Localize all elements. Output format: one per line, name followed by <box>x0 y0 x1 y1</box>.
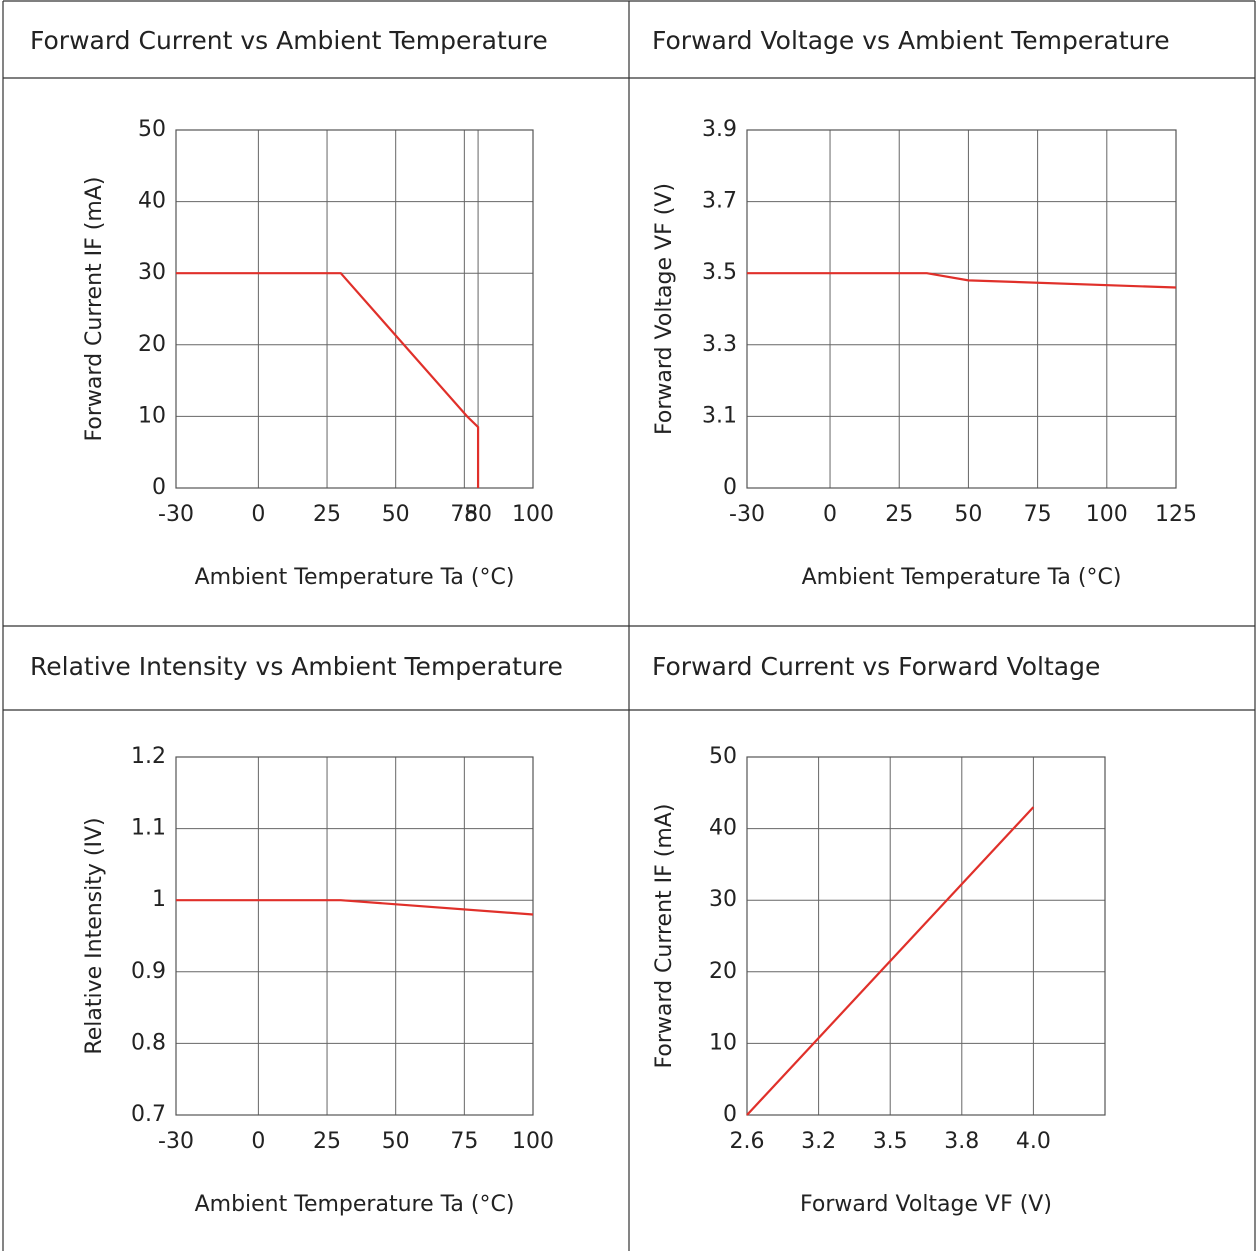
x-tick-label: 3.2 <box>801 1129 836 1154</box>
x-tick-label: 2.6 <box>730 1129 765 1154</box>
y-tick-label: 3.7 <box>702 189 737 214</box>
x-tick-label: -30 <box>158 1129 194 1154</box>
x-tick-label: 125 <box>1155 502 1197 527</box>
y-tick-label: 0 <box>723 1102 737 1127</box>
x-tick-label: 50 <box>382 1129 410 1154</box>
y-tick-label: 0.8 <box>131 1030 166 1055</box>
chart-title: Forward Current vs Ambient Temperature <box>30 26 548 55</box>
x-tick-label: 100 <box>512 502 554 527</box>
plot-frame <box>175 129 534 489</box>
chart-title: Forward Voltage vs Ambient Temperature <box>652 26 1170 55</box>
x-tick-label: 4.0 <box>1016 1129 1051 1154</box>
y-tick-label: 0.7 <box>131 1102 166 1127</box>
y-tick-label: 3.5 <box>702 260 737 285</box>
x-tick-label: 50 <box>954 502 982 527</box>
y-axis-label: Forward Current IF (mA) <box>652 804 677 1069</box>
data-line <box>176 272 480 488</box>
y-tick-label: 0 <box>152 475 166 500</box>
x-axis-label: Ambient Temperature Ta (°C) <box>802 565 1122 590</box>
x-tick-label: 0 <box>251 502 265 527</box>
y-tick-label: 3.1 <box>702 403 737 428</box>
y-tick-label: 40 <box>138 189 166 214</box>
x-axis-label: Forward Voltage VF (V) <box>800 1192 1052 1217</box>
y-tick-label: 0.9 <box>131 959 166 984</box>
x-tick-label: 75 <box>450 1129 478 1154</box>
y-tick-label: 30 <box>709 887 737 912</box>
y-tick-label: 1.2 <box>131 744 166 769</box>
x-tick-label: 100 <box>512 1129 554 1154</box>
chart-title: Forward Current vs Forward Voltage <box>652 652 1100 681</box>
x-tick-label: 80 <box>464 502 492 527</box>
y-tick-label: 30 <box>138 260 166 285</box>
origin-label: 0 <box>723 475 737 500</box>
x-tick-label: 75 <box>450 502 478 527</box>
y-tick-label: 10 <box>138 403 166 428</box>
x-tick-label: 0 <box>823 502 837 527</box>
x-tick-label: -30 <box>729 502 765 527</box>
x-tick-label: 75 <box>1024 502 1052 527</box>
x-tick-label: 25 <box>885 502 913 527</box>
plot-frame <box>746 756 1106 1116</box>
plot-frame <box>746 129 1177 489</box>
data-line <box>747 272 1177 289</box>
y-tick-label: 10 <box>709 1030 737 1055</box>
y-tick-label: 50 <box>138 117 166 142</box>
x-tick-label: 100 <box>1086 502 1128 527</box>
x-axis-label: Ambient Temperature Ta (°C) <box>195 565 515 590</box>
y-tick-label: 1.1 <box>131 816 166 841</box>
x-tick-label: 3.8 <box>944 1129 979 1154</box>
y-tick-label: 20 <box>709 959 737 984</box>
data-line <box>176 899 534 916</box>
y-axis-label: Relative Intensity (IV) <box>82 817 107 1054</box>
y-tick-label: 20 <box>138 332 166 357</box>
plot-frame <box>175 756 534 1116</box>
x-tick-label: 50 <box>382 502 410 527</box>
x-tick-label: 0 <box>251 1129 265 1154</box>
y-axis-label: Forward Voltage VF (V) <box>652 183 677 435</box>
x-tick-label: 25 <box>313 1129 341 1154</box>
y-tick-label: 3.3 <box>702 332 737 357</box>
y-tick-label: 1 <box>152 887 166 912</box>
x-tick-label: 3.5 <box>873 1129 908 1154</box>
x-tick-label: 25 <box>313 502 341 527</box>
y-tick-label: 50 <box>709 744 737 769</box>
x-tick-label: -30 <box>158 502 194 527</box>
y-axis-label: Forward Current IF (mA) <box>82 177 107 442</box>
y-tick-label: 40 <box>709 816 737 841</box>
x-axis-label: Ambient Temperature Ta (°C) <box>195 1192 515 1217</box>
y-tick-label: 3.9 <box>702 117 737 142</box>
data-line <box>746 806 1035 1116</box>
chart-title: Relative Intensity vs Ambient Temperatur… <box>30 652 563 681</box>
